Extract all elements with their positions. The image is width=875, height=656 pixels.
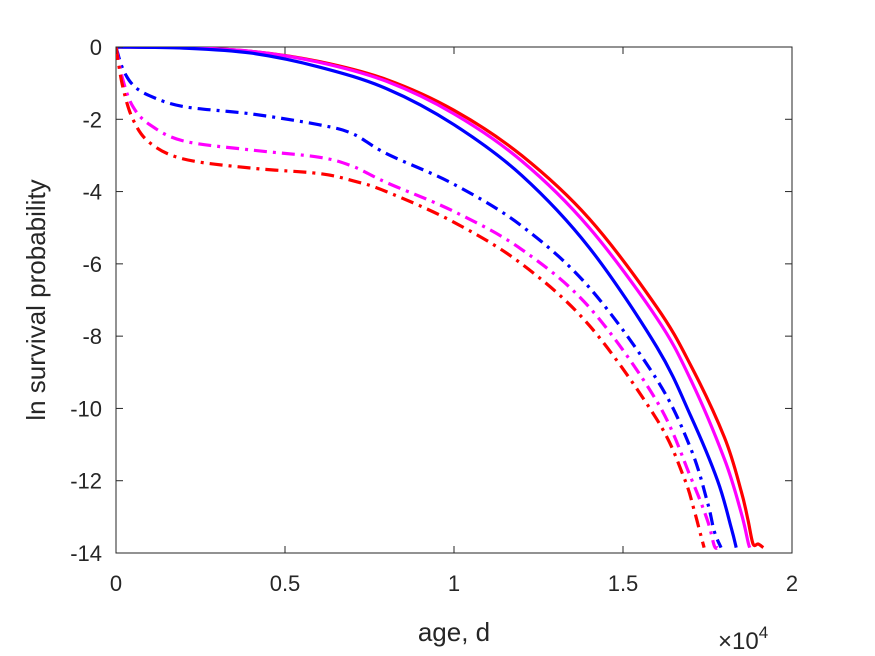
y-tick-label: -10 bbox=[70, 396, 102, 421]
series-line-1-solid bbox=[116, 47, 752, 549]
x-axis-multiplier: ×104 bbox=[718, 623, 768, 655]
y-tick-label: 0 bbox=[90, 35, 102, 60]
y-tick-label: -4 bbox=[82, 180, 102, 205]
x-tick-label: 0.5 bbox=[270, 571, 301, 596]
x-axis-label: age, d bbox=[418, 617, 490, 647]
series-line-3-dashdot bbox=[116, 47, 723, 549]
x-multiplier-exponent: 4 bbox=[759, 623, 768, 642]
series-layer bbox=[116, 47, 765, 550]
y-axis-label: ln survival probability bbox=[21, 179, 51, 420]
y-tick-label: -14 bbox=[70, 541, 102, 566]
x-tick-label: 1.5 bbox=[608, 571, 639, 596]
x-tick-label: 1 bbox=[448, 571, 460, 596]
y-tick-label: -8 bbox=[82, 324, 102, 349]
y-tick-label: -2 bbox=[82, 107, 102, 132]
y-tick-label: -6 bbox=[82, 252, 102, 277]
y-tick-label: -12 bbox=[70, 469, 102, 494]
series-line-5-dashdot bbox=[116, 47, 706, 548]
axis-ticks: 0 0.5 1 1.5 2 0 -2 -4 -6 -8 -10 -12 -14 bbox=[70, 35, 798, 596]
x-multiplier-base: ×10 bbox=[718, 628, 759, 655]
x-tick-label: 2 bbox=[786, 571, 798, 596]
series-line-2-solid bbox=[116, 47, 738, 548]
series-line-4-dashdot bbox=[116, 47, 719, 550]
x-tick-label: 0 bbox=[110, 571, 122, 596]
